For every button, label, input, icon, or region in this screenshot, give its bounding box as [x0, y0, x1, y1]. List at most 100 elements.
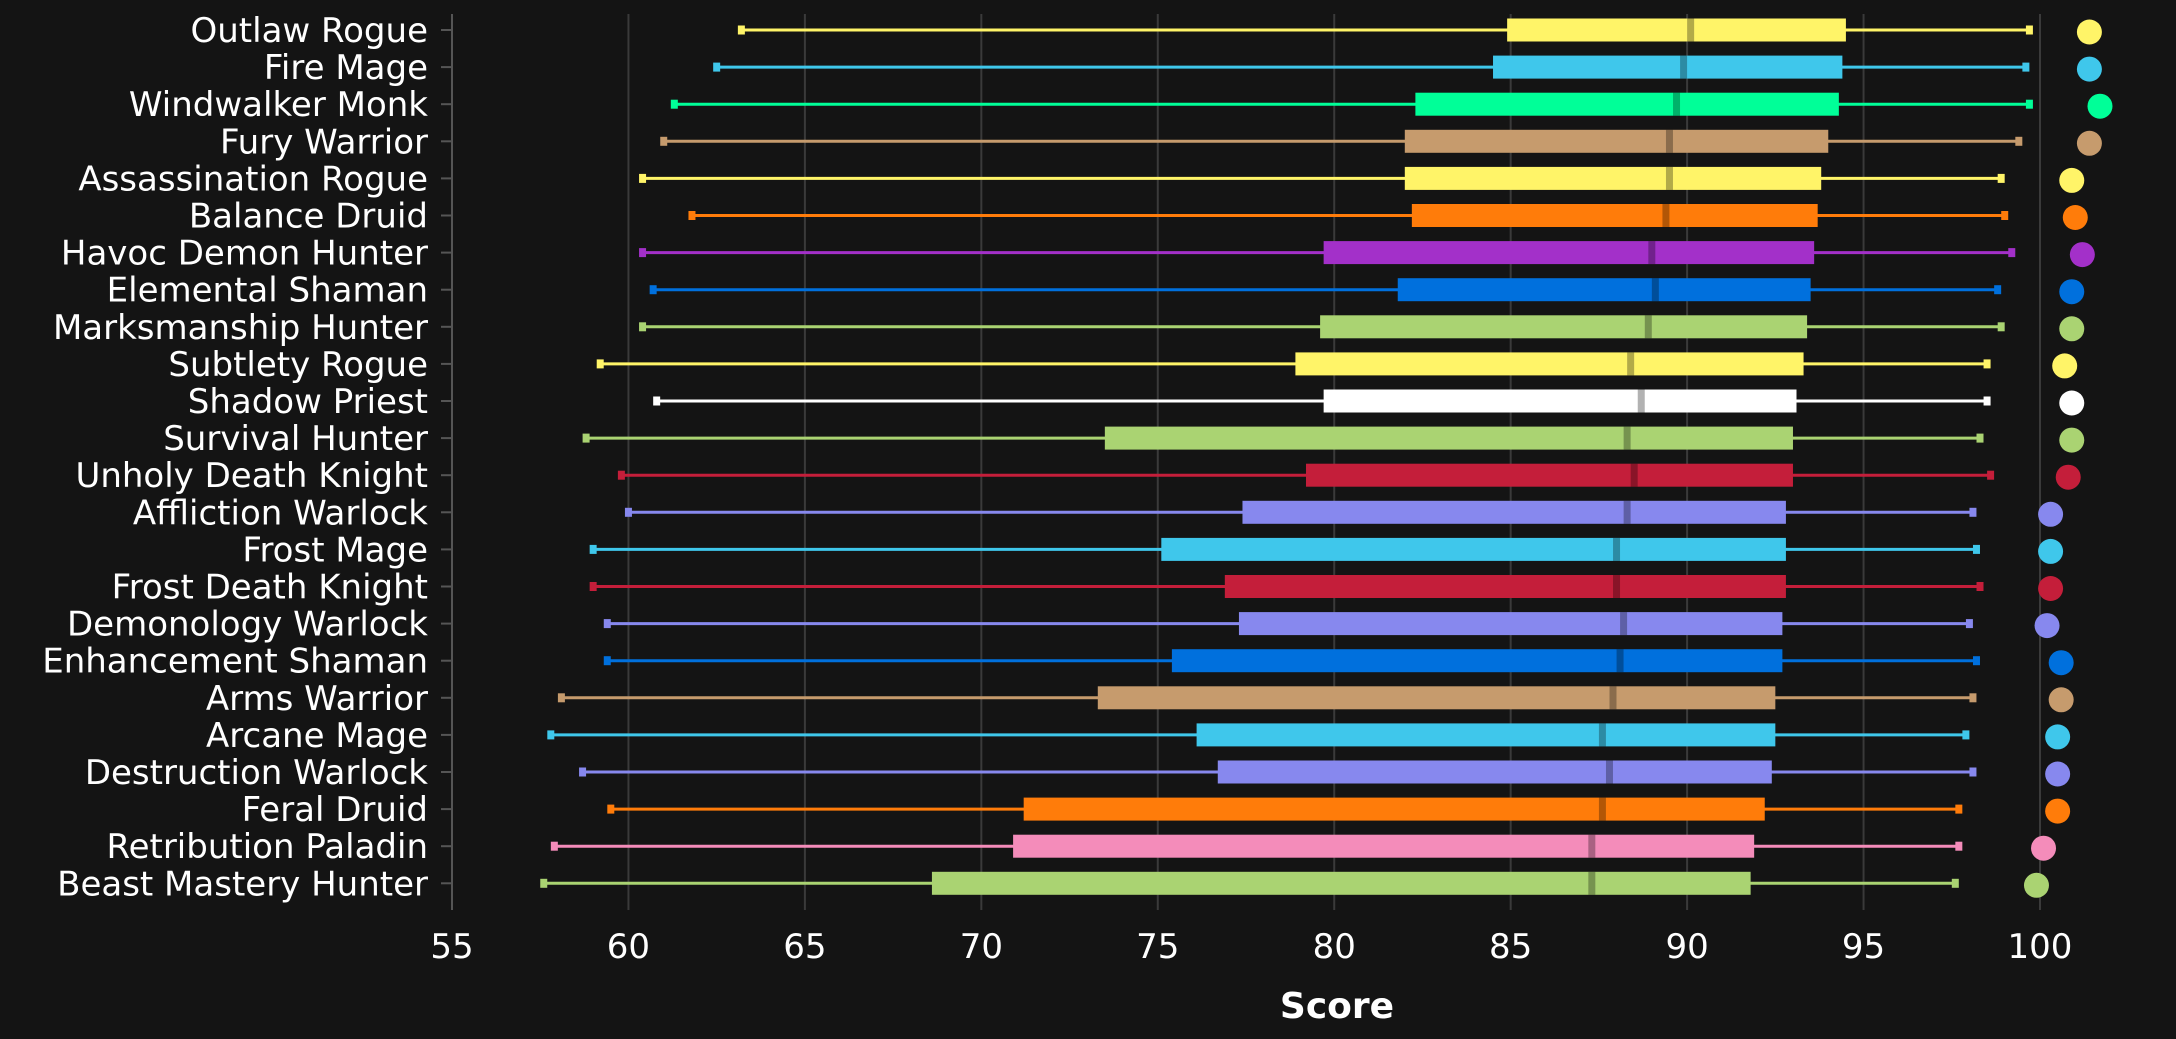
iqr-box — [1295, 352, 1804, 376]
whisker-min-cap — [603, 619, 611, 629]
median-marker — [1623, 500, 1631, 524]
iqr-box — [1404, 166, 1822, 190]
x-tick-label-60: 60 — [607, 927, 650, 967]
class-color-dot — [2059, 279, 2085, 305]
x-tick-label-75: 75 — [1136, 927, 1179, 967]
class-color-dot — [2059, 167, 2085, 193]
iqr-box — [1404, 129, 1829, 153]
whisker-max-cap — [1976, 582, 1984, 591]
y-category-label: Retribution Paladin — [106, 827, 428, 867]
whisker-min-cap — [649, 285, 657, 295]
x-axis-title: Score — [1280, 986, 1394, 1027]
class-color-dot — [2087, 93, 2113, 119]
y-category-label: Balance Druid — [189, 197, 428, 237]
class-color-dot — [2034, 613, 2060, 639]
whisker-min-cap — [688, 211, 696, 220]
median-marker — [1598, 797, 1606, 821]
iqr-box — [1415, 92, 1839, 116]
median-marker — [1588, 834, 1596, 858]
class-color-dot — [2076, 130, 2102, 156]
row-frost-death-knight: Frost Death Knight — [112, 568, 2064, 608]
median-marker — [1665, 129, 1673, 153]
y-category-label: Feral Druid — [242, 790, 428, 830]
class-color-dot — [2038, 576, 2064, 601]
median-marker — [1598, 723, 1606, 747]
class-color-dot — [2038, 501, 2064, 527]
row-beast-mastery-hunter: Beast Mastery Hunter — [57, 864, 2049, 904]
y-category-label: Enhancement Shaman — [42, 642, 428, 682]
x-tick-label-80: 80 — [1313, 927, 1356, 967]
y-category-label: Beast Mastery Hunter — [57, 864, 428, 904]
iqr-box — [1023, 797, 1765, 821]
y-category-label: Windwalker Monk — [129, 85, 428, 125]
whisker-min-cap — [639, 173, 647, 183]
class-color-dot — [2048, 687, 2074, 713]
y-category-label: Frost Mage — [242, 530, 428, 570]
whisker-min-cap — [737, 25, 745, 35]
row-enhancement-shaman: Enhancement Shaman — [42, 642, 2074, 682]
y-category-label: Subtlety Rogue — [168, 345, 428, 385]
whisker-min-cap — [660, 136, 668, 146]
row-windwalker-monk: Windwalker Monk — [129, 85, 2113, 125]
class-color-dot — [2059, 390, 2085, 416]
whisker-min-cap — [624, 507, 632, 517]
y-category-label: Marksmanship Hunter — [53, 308, 428, 348]
iqr-box — [1411, 204, 1818, 227]
whisker-max-cap — [1969, 507, 1977, 517]
class-color-dot — [2062, 205, 2088, 230]
class-color-dot — [2069, 242, 2095, 268]
iqr-box — [1242, 500, 1786, 524]
y-category-label: Arms Warrior — [206, 679, 428, 719]
iqr-box — [1171, 649, 1783, 673]
row-arcane-mage: Arcane Mage — [206, 716, 2071, 756]
whisker-max-cap — [1955, 804, 1963, 814]
x-axis-ticks: 55 60 65 70 75 80 85 90 95 100 — [430, 927, 2072, 967]
whisker-min-cap — [582, 433, 590, 443]
class-color-dot — [2048, 650, 2074, 676]
median-marker — [1623, 426, 1631, 450]
row-elemental-shaman: Elemental Shaman — [107, 271, 2085, 311]
iqr-box — [1320, 315, 1808, 339]
y-category-label: Affliction Warlock — [133, 493, 428, 533]
iqr-box — [1323, 241, 1815, 265]
whisker-min-cap — [713, 62, 721, 72]
row-destruction-warlock: Destruction Warlock — [85, 753, 2071, 793]
iqr-box — [1097, 686, 1776, 710]
y-category-label: Survival Hunter — [163, 419, 428, 459]
median-marker — [1651, 278, 1659, 302]
whisker-min-cap — [607, 804, 615, 814]
whisker-max-cap — [2015, 136, 2023, 146]
y-category-label: Elemental Shaman — [107, 271, 428, 311]
iqr-box — [1493, 55, 1843, 79]
row-subtlety-rogue: Subtlety Rogue — [168, 345, 2078, 385]
whisker-min-cap — [596, 359, 604, 369]
iqr-box — [1305, 463, 1793, 487]
whisker-max-cap — [1994, 285, 2002, 295]
median-marker — [1613, 537, 1621, 561]
whisker-max-cap — [1972, 656, 1980, 666]
y-category-label: Havoc Demon Hunter — [61, 234, 428, 274]
whisker-min-cap — [547, 730, 555, 740]
row-outlaw-rogue: Outlaw Rogue — [191, 11, 2102, 51]
class-color-dot — [2076, 19, 2102, 45]
x-tick-label-55: 55 — [430, 927, 473, 967]
whisker-max-cap — [1955, 841, 1963, 851]
iqr-box — [931, 871, 1751, 895]
row-affliction-warlock: Affliction Warlock — [133, 493, 2064, 533]
whisker-max-cap — [2025, 25, 2033, 35]
whisker-max-cap — [1962, 730, 1970, 740]
whisker-max-cap — [1969, 767, 1977, 777]
iqr-box — [1224, 575, 1786, 598]
class-color-dot — [2038, 538, 2064, 564]
iqr-box — [1238, 612, 1783, 636]
median-marker — [1687, 18, 1695, 42]
row-fire-mage: Fire Mage — [264, 48, 2102, 88]
whisker-min-cap — [653, 396, 661, 406]
median-marker — [1627, 352, 1635, 376]
class-color-dot — [2076, 56, 2102, 82]
y-category-label: Fury Warrior — [220, 122, 428, 162]
whisker-max-cap — [2001, 211, 2009, 220]
y-category-label: Unholy Death Knight — [75, 456, 428, 496]
whisker-min-cap — [670, 99, 678, 109]
y-category-label: Demonology Warlock — [67, 605, 428, 645]
